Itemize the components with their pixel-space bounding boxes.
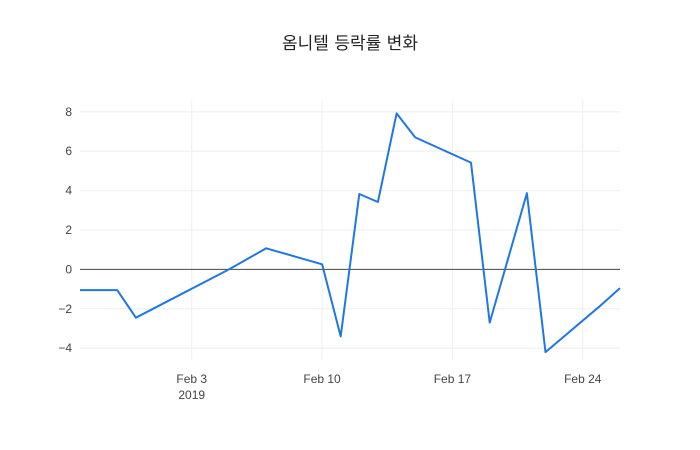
x-tick-label: Feb 3 bbox=[176, 372, 207, 386]
grid bbox=[80, 100, 620, 360]
data-point[interactable] bbox=[226, 266, 232, 272]
y-tick-label: −4 bbox=[58, 341, 72, 355]
y-tick-label: −2 bbox=[58, 302, 72, 316]
x-tick-label: Feb 24 bbox=[564, 372, 602, 386]
data-point[interactable] bbox=[114, 287, 120, 293]
data-point[interactable] bbox=[356, 191, 362, 197]
y-tick-label: 4 bbox=[65, 184, 72, 198]
y-tick-label: 0 bbox=[65, 262, 72, 276]
data-point[interactable] bbox=[617, 285, 623, 291]
data-point[interactable] bbox=[487, 320, 493, 326]
x-tick-sublabel: 2019 bbox=[178, 388, 205, 402]
data-point[interactable] bbox=[263, 245, 269, 251]
axes: −4 −2 0 2 4 6 8 Feb 3 2019 Feb 10 Feb 17 Feb 24 bbox=[58, 105, 620, 402]
data-point[interactable] bbox=[319, 261, 325, 267]
data-point[interactable] bbox=[412, 134, 418, 140]
data-point[interactable] bbox=[394, 110, 400, 116]
data-point[interactable] bbox=[338, 333, 344, 339]
data-point[interactable] bbox=[468, 160, 474, 166]
y-tick-label: 8 bbox=[65, 105, 72, 119]
x-tick-label: Feb 10 bbox=[303, 372, 341, 386]
y-tick-label: 2 bbox=[65, 223, 72, 237]
data-point[interactable] bbox=[524, 190, 530, 196]
series-layer bbox=[77, 110, 623, 355]
data-point[interactable] bbox=[96, 287, 102, 293]
series-line[interactable] bbox=[80, 112, 621, 354]
x-tick-label: Feb 17 bbox=[434, 372, 472, 386]
data-point[interactable] bbox=[375, 199, 381, 205]
data-point[interactable] bbox=[598, 302, 604, 308]
data-point[interactable] bbox=[543, 349, 549, 355]
data-point[interactable] bbox=[77, 287, 83, 293]
y-tick-label: 6 bbox=[65, 144, 72, 158]
data-point[interactable] bbox=[133, 315, 139, 321]
chart-title: 옴니텔 등락률 변화 bbox=[282, 34, 418, 54]
